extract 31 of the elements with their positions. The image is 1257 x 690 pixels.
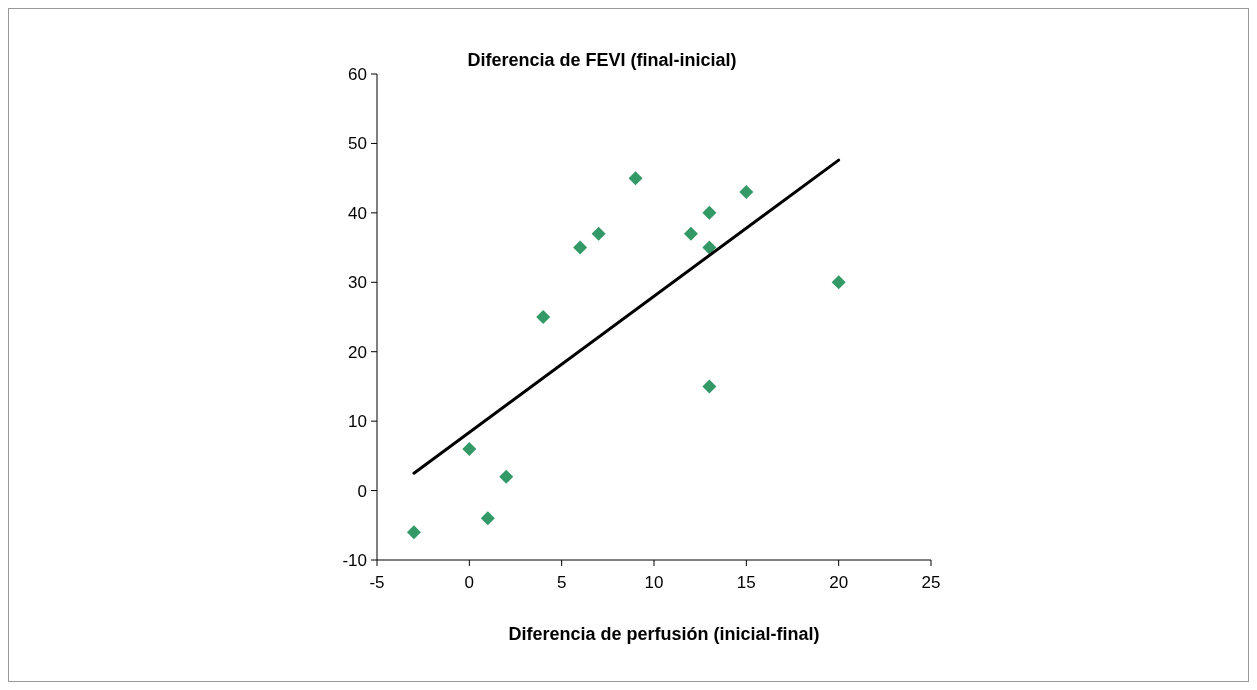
x-axis-title: Diferencia de perfusión (inicial-final) xyxy=(508,624,820,644)
y-tick-label: 0 xyxy=(357,481,367,501)
y-tick-label: -10 xyxy=(342,550,367,570)
point xyxy=(406,525,421,540)
y-tick-label: 40 xyxy=(348,203,367,223)
point xyxy=(573,240,588,255)
x-tick-label: 20 xyxy=(829,573,849,592)
chart-title: Diferencia de FEVI (final-inicial) xyxy=(467,50,737,70)
x-tick-label: 0 xyxy=(464,573,475,592)
x-tick-label: 25 xyxy=(921,573,941,592)
point xyxy=(480,511,495,526)
x-tick-label: 15 xyxy=(736,573,756,592)
x-tick-label: 10 xyxy=(644,573,664,592)
point xyxy=(831,275,846,290)
point xyxy=(702,379,717,394)
point xyxy=(683,226,698,241)
point xyxy=(591,226,606,241)
y-tick-label: 30 xyxy=(348,273,367,293)
x-tick-label: 5 xyxy=(556,573,567,592)
y-tick-label: 60 xyxy=(348,64,367,84)
y-tick-label: 20 xyxy=(348,342,367,362)
point xyxy=(702,240,717,255)
point xyxy=(702,205,717,220)
point xyxy=(739,185,754,200)
point xyxy=(628,171,643,186)
point xyxy=(536,310,551,324)
point xyxy=(499,469,514,484)
y-tick-label: 10 xyxy=(348,412,367,432)
x-tick-label: -5 xyxy=(369,573,385,592)
point xyxy=(462,441,477,456)
y-tick-label: 50 xyxy=(348,134,367,154)
